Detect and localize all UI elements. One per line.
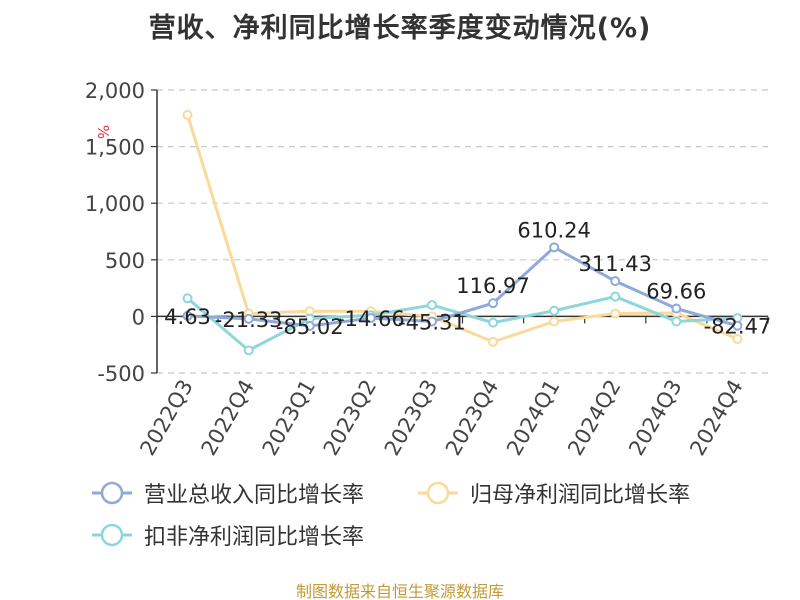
legend-label-revenue: 营业总收入同比增长率	[144, 483, 365, 508]
data-label: 610.24	[517, 218, 590, 242]
legend-label-net-profit: 归母净利润同比增长率	[470, 483, 691, 508]
legend-marker-revenue	[92, 481, 132, 505]
data-point	[671, 303, 682, 314]
chart-title: 营收、净利同比增长率季度变动情况(%)	[148, 13, 652, 44]
y-tick-label: 1,000	[85, 192, 145, 216]
series-line	[186, 114, 739, 344]
x-tick-label: 2024Q2	[563, 376, 625, 460]
y-tick-label: 1,500	[85, 136, 145, 160]
data-point	[610, 308, 621, 319]
data-point	[488, 317, 499, 328]
data-point	[732, 320, 743, 331]
x-tick-label: 2023Q3	[380, 376, 442, 460]
data-label: -45.31	[398, 311, 466, 335]
x-tick-label: 2023Q1	[258, 376, 320, 460]
data-label: -85.02	[276, 315, 344, 339]
legend-label-deducted-profit: 扣非净利润同比增长率	[144, 525, 365, 550]
y-tick-label: 0	[132, 305, 145, 329]
data-point	[549, 242, 560, 253]
data-point	[610, 291, 621, 302]
data-label: -14.66	[337, 307, 405, 331]
data-point	[243, 313, 254, 324]
x-tick-label: 2022Q3	[135, 376, 197, 460]
x-tick-label: 2024Q1	[502, 376, 564, 460]
data-point	[426, 300, 437, 311]
series-line	[187, 245, 738, 328]
x-tick-label: 2024Q3	[624, 376, 686, 460]
data-point	[610, 276, 621, 287]
data-label: -21.33	[215, 308, 283, 332]
legend-item-revenue[interactable]: 营业总收入同比增长率	[90, 478, 364, 508]
legend-marker-net-profit	[418, 481, 458, 505]
data-point	[549, 305, 560, 316]
legend-item-deducted-profit[interactable]: 扣非净利润同比增长率	[90, 520, 364, 550]
source-footer: 制图数据来自恒生聚源数据库	[295, 582, 504, 600]
data-point	[426, 316, 437, 327]
data-point	[182, 293, 193, 304]
x-tick-label: 2023Q4	[441, 376, 503, 460]
data-point	[182, 310, 193, 321]
data-point	[488, 336, 499, 347]
data-label: 69.66	[646, 280, 706, 304]
data-point	[182, 109, 193, 120]
y-tick-label: 500	[105, 249, 145, 273]
y-tick-label: -500	[97, 362, 145, 386]
data-label: 311.43	[579, 252, 652, 276]
x-tick-label: 2022Q4	[197, 376, 259, 460]
y-unit-label: %	[94, 125, 112, 139]
data-label: -82.47	[704, 315, 772, 339]
data-point	[243, 345, 254, 356]
data-label: 116.97	[456, 274, 529, 298]
data-label: 4.63	[164, 305, 211, 329]
data-point	[732, 334, 743, 345]
legend-marker-deducted-profit	[92, 523, 132, 547]
x-tick-label: 2024Q4	[685, 376, 747, 460]
x-tick-label: 2023Q2	[319, 376, 381, 460]
data-point	[365, 313, 376, 324]
data-point	[304, 321, 315, 332]
data-point	[671, 316, 682, 327]
legend-item-net-profit[interactable]: 归母净利润同比增长率	[416, 478, 690, 508]
data-point	[549, 316, 560, 327]
data-point	[488, 298, 499, 309]
y-tick-label: 2,000	[85, 79, 145, 103]
